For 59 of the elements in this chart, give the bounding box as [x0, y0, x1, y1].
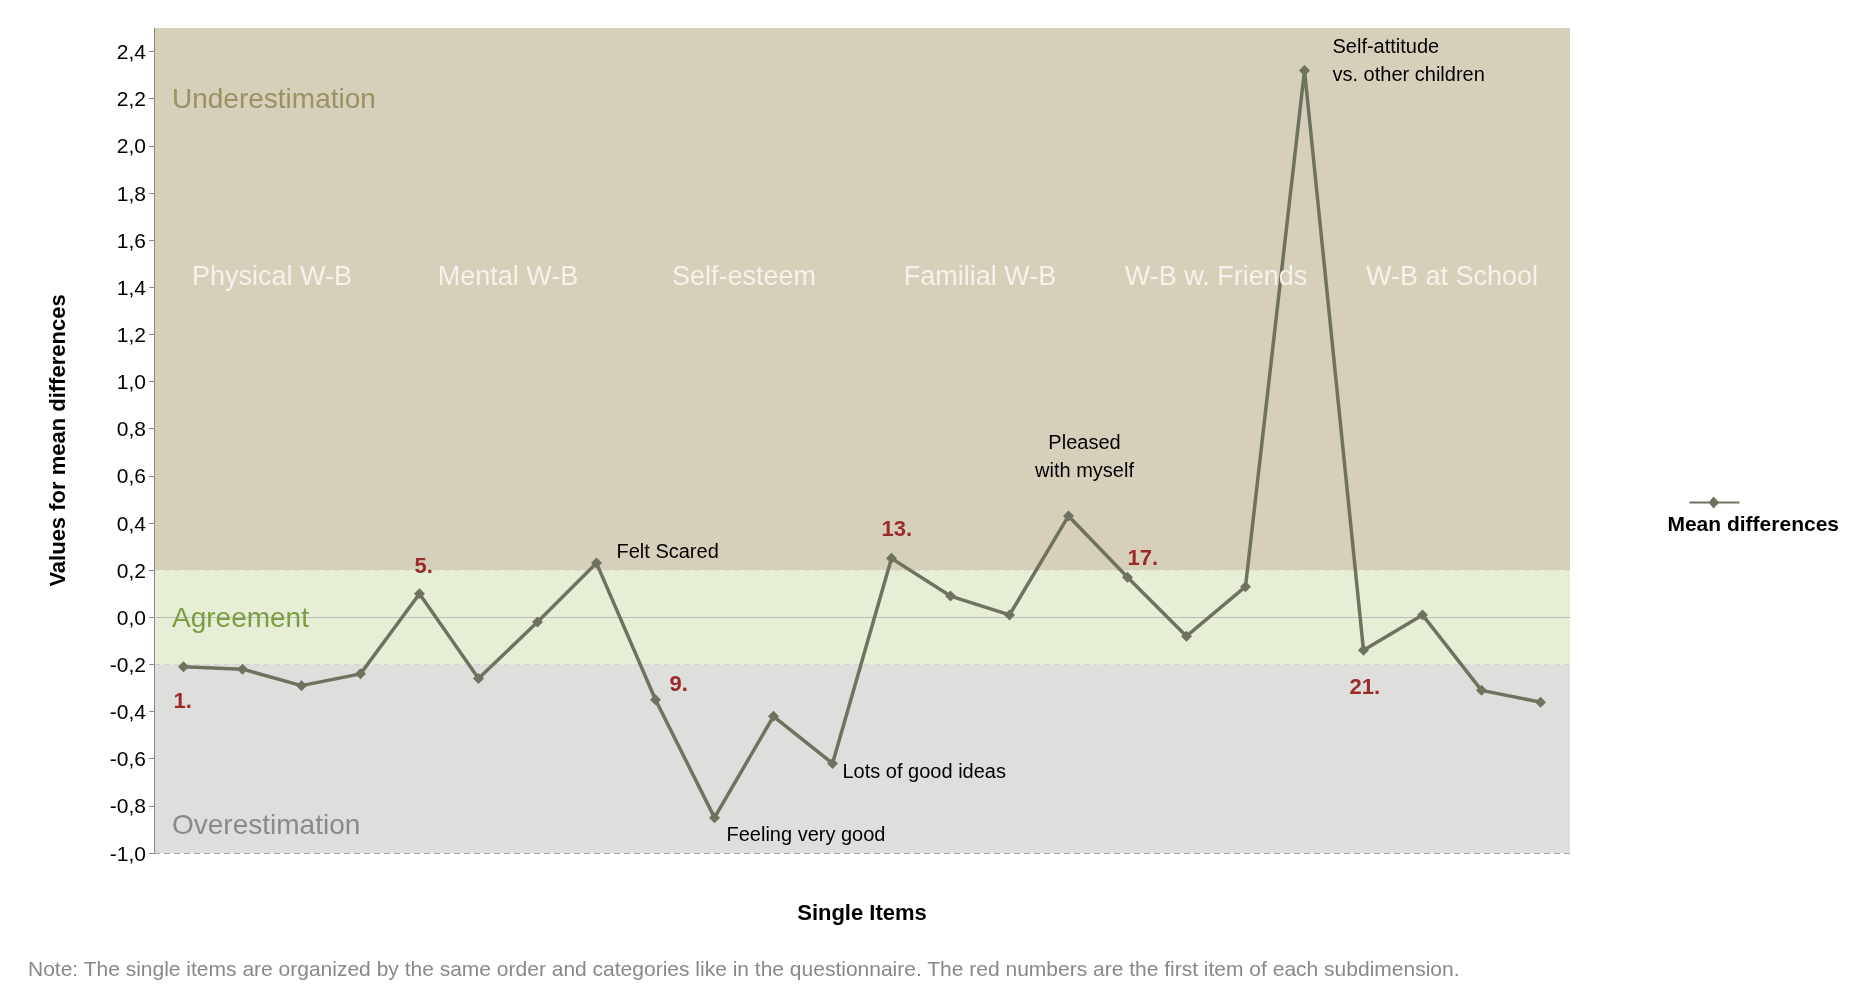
point — [532, 616, 543, 628]
point — [178, 661, 189, 673]
band-label: Overestimation — [172, 809, 361, 841]
point — [414, 588, 425, 600]
point — [650, 694, 661, 706]
point — [473, 673, 484, 685]
y-axis-title: Values for mean differences — [44, 294, 70, 587]
y-tick-label: -0,2 — [109, 652, 146, 676]
annotation: 5. — [414, 553, 433, 579]
y-tick-label: -1,0 — [109, 841, 146, 865]
y-tick-label: 2,0 — [116, 134, 146, 158]
annotation: 13. — [881, 515, 913, 541]
y-tick-label: 2,4 — [116, 40, 147, 64]
y-tick-label: 1,8 — [116, 181, 146, 205]
y-tick-label: 1,6 — [116, 228, 146, 252]
point — [1240, 581, 1251, 593]
point — [768, 710, 779, 722]
annotation: Felt Scared — [616, 540, 719, 563]
annotation: Self-attitude vs. other children — [1332, 35, 1485, 86]
y-tick-label: 1,4 — [116, 275, 147, 299]
point — [1476, 684, 1487, 696]
y-tick-label: 0,6 — [116, 464, 146, 488]
annotation: 9. — [669, 671, 688, 697]
x-axis-title: Single Items — [797, 899, 927, 925]
y-tick-label: 1,2 — [116, 322, 146, 346]
legend-label: Mean differences — [1667, 512, 1839, 535]
y-tick-label: 0,2 — [116, 558, 146, 582]
point — [1417, 609, 1428, 621]
y-tick-label: 0,4 — [116, 511, 147, 535]
y-tick-label: -0,8 — [109, 794, 146, 818]
point — [1535, 696, 1546, 708]
point — [1122, 571, 1133, 583]
band-label: Agreement — [172, 601, 310, 633]
point — [1004, 609, 1015, 621]
point — [709, 812, 720, 824]
point — [237, 663, 248, 675]
point — [827, 757, 838, 769]
point — [1181, 630, 1192, 642]
y-tick-label: 0,0 — [116, 605, 146, 629]
point — [296, 680, 307, 692]
annotation: 21. — [1349, 673, 1381, 699]
y-tick-label: -0,6 — [109, 747, 146, 771]
point — [945, 590, 956, 602]
point — [1358, 644, 1369, 656]
point — [1063, 510, 1074, 522]
text: Note: The single items are organized by the same order and categories like in the questionnaire. The red numbers are the first item of each subdimension. — [28, 957, 1460, 980]
y-tick-label: 1,0 — [116, 370, 146, 394]
y-tick-label: 0,8 — [116, 417, 146, 441]
annotation: Feeling very good — [726, 822, 886, 845]
y-tick-label: -0,4 — [109, 700, 147, 724]
band-label: Underestimation — [172, 83, 376, 115]
annotation: Pleased with myself — [1034, 430, 1135, 481]
annotation: Lots of good ideas — [842, 760, 1006, 783]
point — [591, 557, 602, 569]
point — [355, 668, 366, 680]
annotation: 1. — [173, 688, 192, 714]
point — [886, 552, 897, 564]
annotation: 17. — [1127, 544, 1159, 570]
y-tick-label: 2,2 — [116, 87, 146, 111]
